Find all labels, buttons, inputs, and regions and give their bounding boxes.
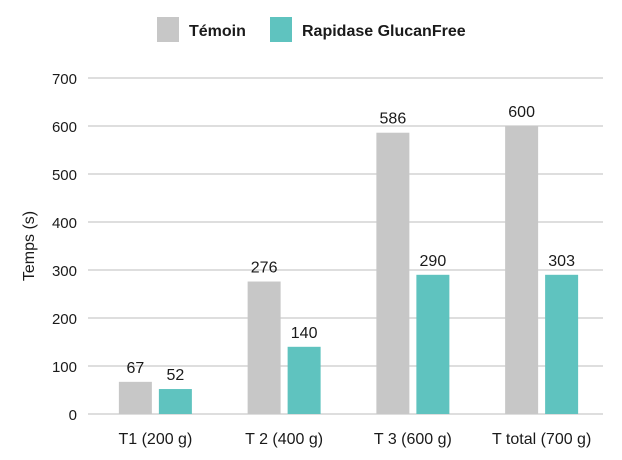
value-label-rapidase-glucanfree-t-3-600-g: 290: [420, 253, 447, 270]
bar-rapidase-glucanfree-t-2-400-g: [287, 346, 321, 414]
bar-temoin-t1-200-g: [118, 381, 152, 414]
x-tick-label-t-3-600-g: T 3 (600 g): [374, 431, 452, 448]
x-tick-label-t-2-400-g: T 2 (400 g): [245, 431, 323, 448]
value-label-rapidase-glucanfree-t1-200-g: 52: [166, 367, 184, 384]
value-label-rapidase-glucanfree-t-2-400-g: 140: [291, 325, 318, 342]
bar-temoin-t-2-400-g: [247, 281, 281, 414]
y-axis: 0 100 200 300 400 500 600 700: [52, 71, 77, 424]
y-tick-label-500: 500: [52, 167, 77, 184]
y-tick-label-400: 400: [52, 215, 77, 232]
x-tick-label-t1-200-g: T1 (200 g): [118, 431, 192, 448]
value-label-temoin-t-2-400-g: 276: [251, 260, 278, 277]
x-tick-label-t-total-700-g: T total (700 g): [492, 431, 591, 448]
value-label-temoin-t-3-600-g: 586: [380, 111, 407, 128]
legend: Témoin Rapidase GlucanFree: [157, 17, 466, 42]
value-labels: 67 52 276 140 586 290 600 303: [126, 104, 575, 384]
legend-label-rapidase: Rapidase GlucanFree: [302, 23, 466, 40]
value-label-temoin-t-total-700-g: 600: [508, 104, 535, 121]
y-tick-label-300: 300: [52, 263, 77, 280]
value-label-temoin-t1-200-g: 67: [126, 360, 144, 377]
gridlines: [88, 77, 603, 415]
bars: [118, 126, 579, 414]
y-axis-title: Temps (s): [21, 211, 38, 281]
y-tick-label-100: 100: [52, 359, 77, 376]
legend-label-temoin: Témoin: [189, 23, 246, 40]
y-tick-label-700: 700: [52, 71, 77, 88]
value-label-rapidase-glucanfree-t-total-700-g: 303: [548, 253, 575, 270]
y-tick-label-0: 0: [69, 407, 77, 424]
x-axis: T1 (200 g) T 2 (400 g) T 3 (600 g) T total …: [118, 431, 591, 448]
bar-rapidase-glucanfree-t-total-700-g: [545, 274, 579, 414]
legend-swatch-rapidase: [270, 17, 292, 42]
y-tick-label-200: 200: [52, 311, 77, 328]
bar-rapidase-glucanfree-t-3-600-g: [416, 274, 450, 414]
bar-temoin-t-total-700-g: [505, 126, 539, 414]
legend-swatch-temoin: [157, 17, 179, 42]
bar-temoin-t-3-600-g: [376, 132, 410, 414]
y-tick-label-600: 600: [52, 119, 77, 136]
bar-rapidase-glucanfree-t1-200-g: [158, 389, 192, 414]
